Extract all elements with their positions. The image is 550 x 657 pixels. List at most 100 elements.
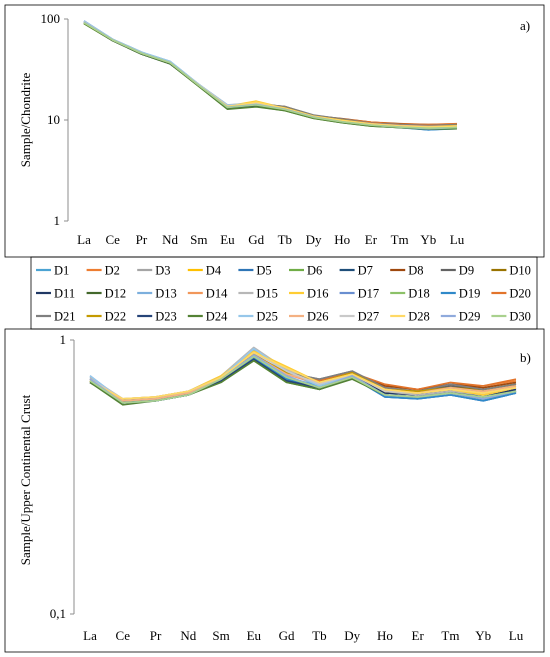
legend-label: D14 — [206, 287, 228, 301]
x-tick-label: Ce — [116, 628, 131, 643]
legend-label: D26 — [307, 310, 329, 324]
x-tick-label: Dy — [344, 628, 360, 643]
y-axis-title-b: Sample/Upper Continental Crust — [18, 394, 33, 565]
legend-label: D22 — [105, 310, 127, 324]
series-line-d25 — [83, 20, 458, 129]
y-tick-label: 10 — [47, 112, 60, 127]
x-tick-label: Ho — [334, 232, 350, 247]
x-tick-label: Tm — [441, 628, 459, 643]
x-tick-label: Er — [412, 628, 425, 643]
series-line-d13 — [83, 20, 458, 130]
x-tick-label: Lu — [450, 232, 465, 247]
legend-entry-d14: D14 — [187, 287, 228, 301]
legend-entry-d28: D28 — [390, 310, 430, 324]
legend-entry-d29: D29 — [440, 310, 481, 324]
series-line-d9 — [83, 21, 458, 127]
panel-a-frame — [4, 4, 545, 258]
legend-entry-d27: D27 — [339, 310, 380, 324]
panel-b-frame — [4, 328, 545, 653]
series-line-d23 — [83, 22, 458, 130]
legend-label: D19 — [459, 287, 481, 301]
legend-entry-d23: D23 — [137, 310, 177, 324]
x-tick-label: Gd — [279, 628, 295, 643]
x-tick-label: Sm — [212, 628, 229, 643]
x-tick-label: Eu — [247, 628, 262, 643]
legend-label: D7 — [358, 264, 373, 278]
legend-label: D6 — [307, 264, 322, 278]
x-tick-label: La — [83, 628, 97, 643]
legend-label: D25 — [256, 310, 278, 324]
x-tick-label: Pr — [136, 232, 148, 247]
legend-label: D15 — [256, 287, 278, 301]
legend-label: D4 — [206, 264, 222, 278]
x-tick-label: Yb — [475, 628, 491, 643]
legend-label: D12 — [105, 287, 127, 301]
series-line-d21 — [83, 21, 458, 127]
legend-entry-d26: D26 — [289, 310, 329, 324]
legend-entry-d13: D13 — [137, 287, 177, 301]
legend-entry-d4: D4 — [187, 264, 222, 278]
x-tick-label: Eu — [220, 232, 235, 247]
x-tick-label: Nd — [180, 628, 196, 643]
series-line-d28 — [89, 351, 517, 400]
legend-entry-d24: D24 — [187, 310, 228, 324]
legend-label: D21 — [54, 310, 76, 324]
series-line-d22 — [83, 22, 458, 128]
series-line-d1 — [83, 20, 458, 129]
legend-entry-d25: D25 — [238, 310, 278, 324]
series-line-d15 — [83, 21, 458, 129]
legend-label: D11 — [54, 287, 75, 301]
legend-label: D29 — [459, 310, 481, 324]
legend-entry-d3: D3 — [137, 264, 170, 278]
legend-entry-d30: D30 — [491, 310, 531, 324]
series-line-d18 — [83, 22, 458, 130]
series-line-d26 — [83, 21, 458, 128]
legend-entry-d11: D11 — [36, 287, 75, 301]
legend-label: D16 — [307, 287, 329, 301]
legend-label: D17 — [358, 287, 380, 301]
legend-label: D5 — [256, 264, 271, 278]
legend-entry-d2: D2 — [86, 264, 120, 278]
legend-entry-d5: D5 — [238, 264, 272, 278]
legend-entry-d21: D21 — [36, 310, 76, 324]
legend-entry-d18: D18 — [390, 287, 430, 301]
series-line-d15 — [89, 346, 517, 400]
x-tick-label: Er — [365, 232, 378, 247]
series-line-d14 — [83, 21, 458, 128]
legend-entry-d8: D8 — [390, 264, 423, 278]
series-line-d2 — [83, 21, 458, 126]
series-line-d12 — [83, 22, 458, 130]
legend-label: D1 — [54, 264, 69, 278]
x-tick-label: La — [77, 232, 91, 247]
legend-label: D2 — [105, 264, 120, 278]
legend-entry-d22: D22 — [86, 310, 127, 324]
series-line-d4 — [83, 22, 458, 129]
x-tick-label: Ho — [377, 628, 393, 643]
y-tick-label: 1 — [60, 332, 67, 347]
legend-label: D24 — [206, 310, 228, 324]
series-line-d16 — [83, 22, 458, 129]
legend-entry-d20: D20 — [491, 287, 531, 301]
y-tick-label: 1 — [54, 213, 61, 228]
x-tick-label: Tm — [391, 232, 409, 247]
series-line-d10 — [83, 22, 458, 127]
legend-entry-d19: D19 — [440, 287, 481, 301]
legend-entry-d10: D10 — [491, 264, 531, 278]
legend-label: D27 — [358, 310, 380, 324]
x-tick-label: Tb — [278, 232, 292, 247]
legend-entry-d12: D12 — [86, 287, 127, 301]
x-tick-label: Ce — [105, 232, 120, 247]
chart-panel-b: La Ce Pr Nd Sm Eu Gd Tb Dy Ho Er Tm Yb Lu 0,1 1 Sample… — [4, 328, 545, 653]
series-line-d5 — [83, 22, 458, 131]
x-tick-label: Gd — [248, 232, 264, 247]
x-tick-label: Dy — [306, 232, 322, 247]
legend-label: D18 — [408, 287, 430, 301]
series-line-d19 — [83, 21, 458, 131]
x-tick-label: Nd — [162, 232, 178, 247]
legend-label: D30 — [509, 310, 531, 324]
legend-entry-d15: D15 — [238, 287, 278, 301]
legend-label: D8 — [408, 264, 423, 278]
legend-label: D3 — [155, 264, 170, 278]
chart-panel-a: La Ce Pr Nd Sm Eu Gd Tb Dy Ho Er Tm Yb Lu 1 10 100 Samp… — [4, 4, 545, 258]
series-line-d27 — [83, 21, 458, 128]
